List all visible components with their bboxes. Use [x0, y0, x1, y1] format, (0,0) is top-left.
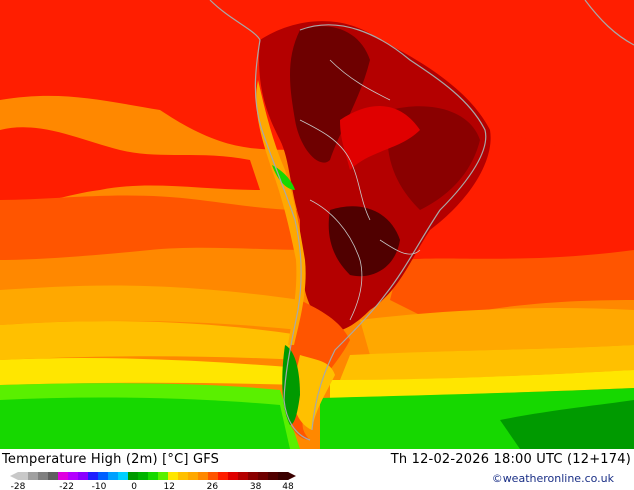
- temperature-map: [0, 0, 634, 449]
- legend-swatch: [238, 472, 249, 480]
- legend-swatch: [178, 472, 189, 480]
- border-2: [329, 59, 391, 101]
- band-green: [0, 397, 290, 449]
- legend-swatch: [258, 472, 269, 480]
- legend-swatch: [208, 472, 219, 480]
- legend-swatch: [98, 472, 109, 480]
- coastline-east: [299, 24, 487, 431]
- band-orange-red-east: [390, 250, 634, 320]
- legend-swatch: [278, 472, 289, 480]
- legend-swatches: [10, 472, 296, 480]
- legend-swatch: [138, 472, 149, 480]
- legend-swatch: [228, 472, 239, 480]
- legend-ticks: -28 -22 -10 0 12 26 38 48: [11, 482, 294, 490]
- legend-tick-label: -28: [11, 482, 26, 490]
- band-light-orange: [0, 285, 300, 330]
- map-footer: Temperature High (2m) [°C] GFS Th 12-02-…: [0, 449, 634, 490]
- legend-tick-label: 48: [282, 482, 294, 490]
- legend-swatch: [248, 472, 259, 480]
- legend-arrow-left: [10, 472, 18, 480]
- band-yellow: [0, 357, 300, 385]
- legend-swatch: [78, 472, 89, 480]
- legend-swatch: [218, 472, 229, 480]
- legend-swatch: [88, 472, 99, 480]
- legend-tick-label: -10: [92, 482, 107, 490]
- band-yellow-east: [330, 370, 634, 398]
- band-light-orange-east: [360, 308, 634, 355]
- coastline-mexico: [584, 0, 634, 46]
- map-title: Temperature High (2m) [°C] GFS: [2, 452, 220, 467]
- band-yellow-orange: [0, 321, 300, 360]
- south-america: [256, 21, 491, 440]
- color-legend: -28 -22 -10 0 12 26 38 48: [10, 472, 296, 490]
- legend-swatch: [38, 472, 49, 480]
- legend-swatch: [148, 472, 159, 480]
- continent-warm-band: [340, 106, 420, 170]
- legend-tick-label: 0: [131, 482, 137, 490]
- border-3: [309, 199, 363, 321]
- legend-swatch: [128, 472, 139, 480]
- legend-tick-label: 12: [163, 482, 174, 490]
- legend-tick-label: 38: [250, 482, 262, 490]
- andes-green-patch: [272, 165, 295, 190]
- valid-time: Th 12-02-2026 18:00 UTC (12+174): [390, 452, 631, 467]
- coastlines: [209, 0, 634, 441]
- legend-swatch: [108, 472, 119, 480]
- border-4: [379, 239, 421, 255]
- legend-swatch: [48, 472, 59, 480]
- legend-swatch: [68, 472, 79, 480]
- legend-swatch: [198, 472, 209, 480]
- legend-swatch: [58, 472, 69, 480]
- legend-arrow-right: [288, 472, 296, 480]
- legend-swatch: [268, 472, 279, 480]
- continent-core-heat: [290, 26, 370, 163]
- legend-swatch: [28, 472, 39, 480]
- coastline-west: [254, 39, 311, 441]
- andes-cool-strip: [256, 80, 306, 345]
- border-1: [299, 119, 371, 221]
- legend-swatch: [118, 472, 129, 480]
- band-yellow-orange-east: [340, 345, 634, 380]
- legend-tick-label: -22: [59, 482, 74, 490]
- coastline-caribbean: [209, 0, 261, 41]
- legend-swatch: [158, 472, 169, 480]
- patagonia-green: [282, 345, 300, 425]
- credit-link[interactable]: ©weatheronline.co.uk: [491, 472, 614, 485]
- band-dark-green-east: [500, 400, 634, 449]
- band-orange-red: [0, 195, 310, 260]
- legend-swatch: [168, 472, 179, 480]
- country-borders: [299, 59, 421, 321]
- continent-core-heat-south: [328, 206, 400, 277]
- band-red-west-patch: [0, 127, 260, 207]
- legend-tick-label: 26: [207, 482, 219, 490]
- legend-swatch: [188, 472, 199, 480]
- legend-swatch: [18, 472, 29, 480]
